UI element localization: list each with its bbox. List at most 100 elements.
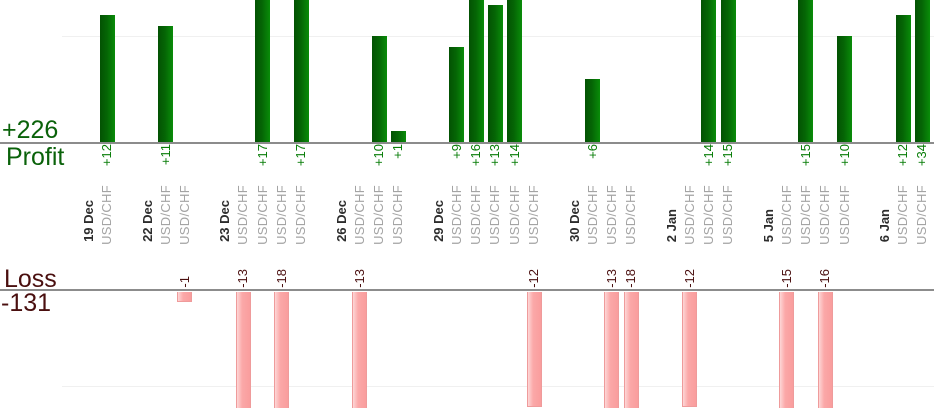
profit-bar	[100, 15, 115, 142]
instrument-label: USD/CHF	[623, 185, 638, 245]
date-label: 26 Dec	[334, 200, 349, 242]
instrument-label: USD/CHF	[235, 185, 250, 245]
profit-value-label: +10	[371, 144, 386, 167]
instrument-label: USD/CHF	[449, 185, 464, 245]
profit-value-label: +12	[99, 144, 114, 167]
date-label: 6 Jan	[877, 208, 892, 242]
loss-value-label: -18	[623, 269, 638, 288]
profit-bar	[372, 36, 387, 142]
instrument-label: USD/CHF	[682, 185, 697, 245]
instrument-label: USD/CHF	[701, 185, 716, 245]
loss-value-label: -1	[177, 276, 192, 288]
loss-baseline	[0, 289, 934, 291]
instrument-label: USD/CHF	[526, 185, 541, 245]
instrument-label: USD/CHF	[99, 185, 114, 245]
loss-value-label: -13	[352, 269, 367, 288]
instrument-label: USD/CHF	[255, 185, 270, 245]
loss-bar	[624, 292, 639, 408]
profit-value-label: +12	[895, 144, 910, 167]
loss-value-label: -12	[682, 269, 697, 288]
date-label: 23 Dec	[217, 200, 232, 242]
instrument-label: USD/CHF	[352, 185, 367, 245]
profit-value-label: +6	[585, 144, 600, 159]
loss-bar	[527, 292, 542, 407]
loss-value-label: -13	[604, 269, 619, 288]
profit-bar	[915, 0, 930, 142]
profit-axis-label: Profit	[6, 143, 65, 171]
date-label: 30 Dec	[567, 200, 582, 242]
profit-bar	[721, 0, 736, 142]
loss-value-label: -15	[779, 269, 794, 288]
loss-plot-area	[0, 292, 934, 408]
profit-value-label: +11	[158, 144, 173, 166]
instrument-label: USD/CHF	[293, 185, 308, 245]
loss-bar	[604, 292, 619, 408]
loss-bar	[236, 292, 251, 408]
profit-value-label: +1	[390, 144, 405, 159]
instrument-label: USD/CHF	[837, 185, 852, 245]
profit-bar	[896, 15, 911, 142]
loss-total-label: -131	[1, 289, 52, 317]
profit-value-label: +17	[255, 144, 270, 167]
profit-value-label: +17	[293, 144, 308, 167]
loss-value-label: -16	[817, 269, 832, 288]
date-label: 22 Dec	[140, 200, 155, 242]
instrument-label: USD/CHF	[371, 185, 386, 245]
profit-baseline	[0, 142, 934, 144]
profit-value-label: +14	[507, 144, 522, 167]
instrument-label: USD/CHF	[487, 185, 502, 245]
loss-bar	[682, 292, 697, 407]
profit-bar	[585, 79, 600, 142]
loss-value-label: -18	[274, 269, 289, 288]
instrument-label: USD/CHF	[585, 185, 600, 245]
profit-value-label: +15	[720, 144, 735, 167]
profit-bar	[837, 36, 852, 142]
loss-bar	[274, 292, 289, 408]
loss-axis-label: Loss	[4, 265, 57, 293]
profit-value-label: +34	[914, 144, 929, 167]
profit-value-label: +15	[798, 144, 813, 167]
profit-bar	[701, 0, 716, 142]
profit-value-label: +10	[837, 144, 852, 167]
profit-bar	[488, 5, 503, 142]
instrument-label: USD/CHF	[390, 185, 405, 245]
instrument-label: USD/CHF	[604, 185, 619, 245]
profit-bar	[507, 0, 522, 142]
instrument-label: USD/CHF	[895, 185, 910, 245]
loss-bar	[177, 292, 192, 302]
instrument-label: USD/CHF	[779, 185, 794, 245]
loss-value-label: -12	[526, 269, 541, 288]
date-label: 5 Jan	[761, 208, 776, 242]
profit-bar	[391, 131, 406, 142]
instrument-label: USD/CHF	[507, 185, 522, 245]
profit-bar	[255, 0, 270, 142]
profit-bar	[469, 0, 484, 142]
profit-plot-area	[0, 0, 934, 142]
instrument-label: USD/CHF	[468, 185, 483, 245]
loss-value-label: -13	[235, 269, 250, 288]
date-label: 2 Jan	[664, 208, 679, 242]
instrument-label: USD/CHF	[177, 185, 192, 245]
date-label: 19 Dec	[81, 200, 96, 242]
instrument-label: USD/CHF	[274, 185, 289, 245]
instrument-label: USD/CHF	[720, 185, 735, 245]
profit-value-label: +9	[449, 144, 464, 159]
instrument-label: USD/CHF	[914, 185, 929, 245]
loss-bar	[352, 292, 367, 408]
profit-total-label: +226	[2, 116, 59, 144]
loss-gridline-10	[62, 386, 934, 387]
date-label: 29 Dec	[431, 200, 446, 242]
instrument-label: USD/CHF	[817, 185, 832, 245]
profit-bar	[449, 47, 464, 142]
profit-bar	[294, 0, 309, 142]
profit-value-label: +13	[487, 144, 502, 167]
loss-bar	[779, 292, 794, 408]
profit-value-label: +16	[468, 144, 483, 167]
instrument-label: USD/CHF	[158, 185, 173, 245]
profit-bar	[158, 26, 173, 142]
loss-bar	[818, 292, 833, 408]
profit-value-label: +14	[701, 144, 716, 167]
profit-bar	[798, 0, 813, 142]
instrument-label: USD/CHF	[798, 185, 813, 245]
